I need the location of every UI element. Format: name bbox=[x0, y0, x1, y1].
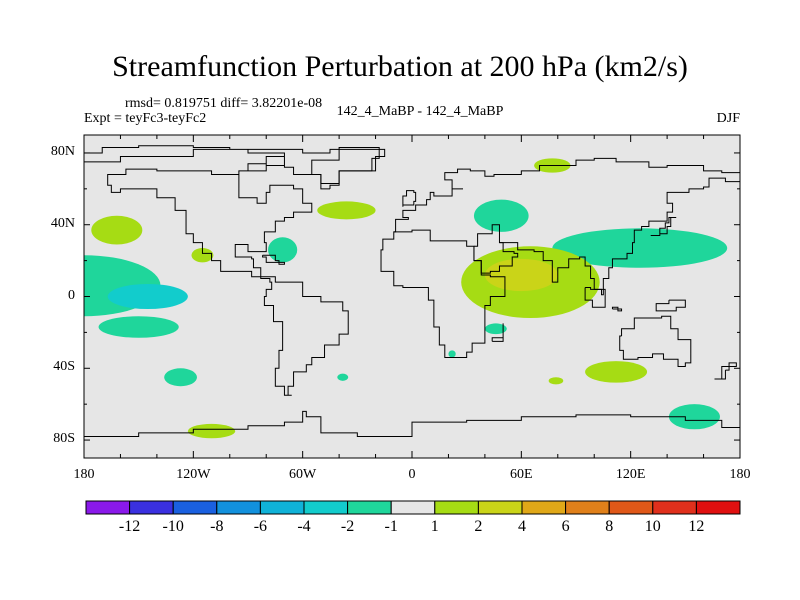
map-title: Streamfunction Perturbation at 200 hPa (… bbox=[112, 50, 688, 83]
contour-atlantic-positive bbox=[317, 201, 376, 220]
coastline-7 bbox=[84, 410, 740, 437]
colorbar-swatch bbox=[303, 500, 349, 515]
colorbar-swatch bbox=[608, 500, 654, 515]
colorbar-level-label: -4 bbox=[297, 518, 311, 535]
x-tick-label: 60E bbox=[510, 467, 533, 482]
contour-indian-ocean-positive bbox=[484, 323, 507, 335]
colorbar-swatch bbox=[172, 500, 218, 515]
coastline-3 bbox=[473, 224, 519, 274]
map-background bbox=[84, 135, 740, 458]
colorbar-swatch bbox=[477, 500, 523, 515]
stats-text: rmsd= 0.819751 diff= 3.82201e-08 bbox=[125, 96, 323, 111]
map-frame bbox=[83, 134, 741, 459]
contour-asia-negative-band bbox=[552, 228, 728, 268]
x-tick-label: 120E bbox=[615, 467, 646, 482]
contour-africa-core bbox=[484, 258, 558, 292]
colorbar-level-label: 8 bbox=[605, 518, 614, 535]
colorbar-level-label: -2 bbox=[340, 518, 355, 535]
colorbar-swatch bbox=[129, 500, 174, 515]
y-tick-label: 40N bbox=[50, 215, 75, 231]
contour-indian-south-positive bbox=[548, 377, 564, 385]
colorbar-swatch bbox=[216, 500, 261, 515]
x-tick-label: 180 bbox=[73, 467, 95, 482]
contour-hawaii-blob bbox=[191, 248, 214, 263]
colorbar-swatch bbox=[565, 500, 610, 515]
coastline-6 bbox=[311, 147, 380, 190]
contour-indian-south-band bbox=[585, 361, 648, 383]
colorbar-level-label: -1 bbox=[384, 518, 398, 535]
x-tick-label: 180 bbox=[729, 467, 751, 482]
contour-europe-negative bbox=[473, 199, 529, 232]
coastline-10 bbox=[584, 287, 606, 308]
colorbar-level-label: 6 bbox=[561, 518, 570, 535]
coastline-2 bbox=[393, 157, 740, 233]
comparison-label: 142_4_MaBP - 142_4_MaBP bbox=[336, 104, 504, 119]
colorbar-level-label: 12 bbox=[688, 518, 705, 535]
coastline-9 bbox=[402, 190, 417, 207]
colorbar-swatch bbox=[85, 500, 131, 515]
season-label: DJF bbox=[716, 111, 740, 126]
coastline-15 bbox=[262, 254, 285, 265]
colorbar-level-label: 1 bbox=[430, 518, 439, 535]
coastline-13 bbox=[491, 323, 504, 342]
contour-sp-negative-south bbox=[164, 368, 197, 387]
colorbar-level-label: 4 bbox=[518, 518, 526, 535]
map-background-fill bbox=[84, 135, 740, 458]
colorbar-level-label: -12 bbox=[118, 518, 141, 535]
colorbar-swatch bbox=[259, 500, 305, 515]
x-tick-label: 120W bbox=[176, 467, 211, 482]
colorbar-level-label: -8 bbox=[210, 518, 224, 535]
y-tick-label: 80N bbox=[50, 143, 75, 159]
x-tick-label: 60W bbox=[289, 467, 317, 482]
colorbar-swatch bbox=[652, 500, 697, 515]
contour-south-atlantic-small bbox=[337, 373, 349, 381]
colorbar-level-label: 10 bbox=[644, 518, 661, 535]
contour-sp-negative-band bbox=[98, 316, 179, 338]
x-tick-label: 0 bbox=[408, 467, 416, 482]
colorbar-swatch bbox=[390, 500, 436, 515]
contour-sa-small bbox=[448, 350, 456, 358]
coastline-14 bbox=[714, 362, 737, 380]
coastline-5 bbox=[619, 315, 692, 367]
colorbar-swatch bbox=[521, 500, 567, 515]
contour-southern-ocean-negative bbox=[668, 404, 720, 430]
coastline-1 bbox=[380, 229, 506, 359]
contour-south-pacific-core bbox=[107, 283, 188, 310]
colorbar-swatch bbox=[695, 500, 741, 515]
y-tick-label: 80S bbox=[53, 431, 75, 447]
coastline-11 bbox=[611, 306, 623, 312]
colorbar-level-label: -6 bbox=[253, 518, 268, 535]
colorbar-swatch bbox=[347, 500, 392, 515]
colorbar-swatch bbox=[434, 500, 479, 515]
colorbar bbox=[85, 500, 741, 515]
contour-sp-positive-south bbox=[187, 423, 236, 439]
contour-north-pacific-blob bbox=[91, 215, 143, 245]
experiment-label: Expt = teyFc3-teyFc2 bbox=[84, 111, 207, 126]
coastline-12 bbox=[655, 299, 686, 312]
y-tick-label: 0 bbox=[68, 287, 75, 303]
y-tick-label: 40S bbox=[53, 359, 75, 375]
coastline-0 bbox=[84, 145, 386, 396]
coastline-4 bbox=[499, 177, 740, 296]
coastline-8 bbox=[650, 217, 677, 236]
colorbar-level-label: 2 bbox=[474, 518, 483, 535]
contour-gulf-negative bbox=[268, 237, 298, 263]
colorbar-level-label: -10 bbox=[162, 518, 184, 535]
